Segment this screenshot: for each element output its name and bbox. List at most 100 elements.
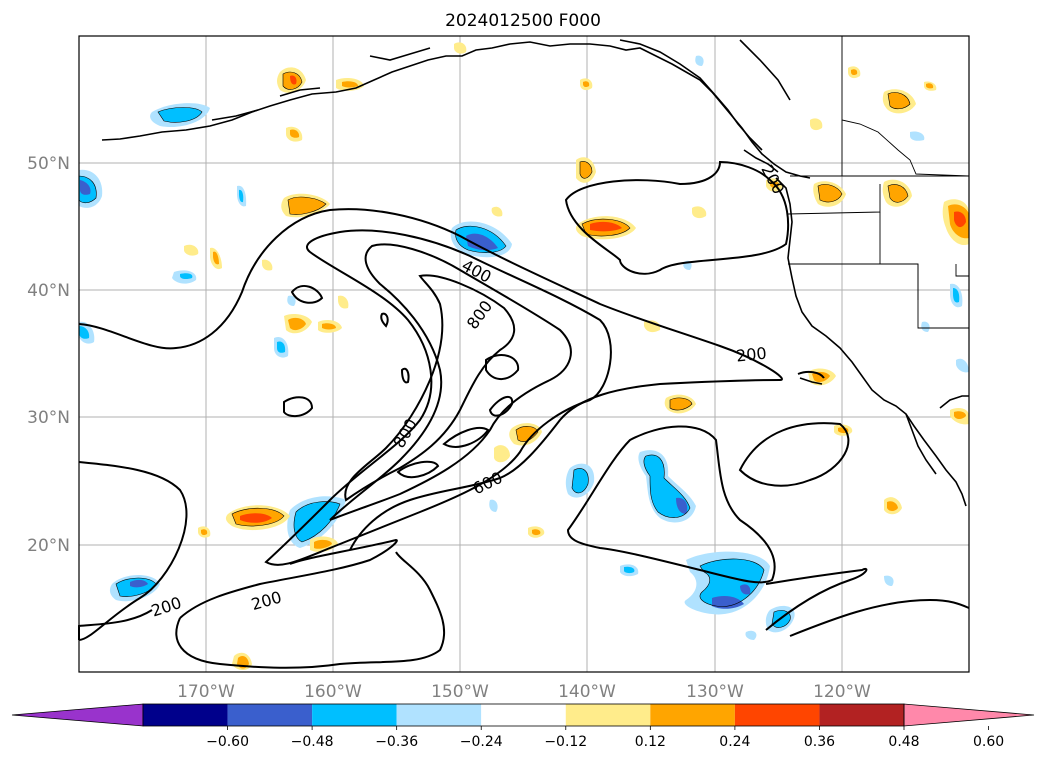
- colorbar-segment: [481, 704, 566, 726]
- map-panel: 200 200 200 200 400 600 800 800: [78, 35, 970, 673]
- neg-anomaly-blob: [80, 180, 91, 195]
- colorbar-tick-label: 0.24: [719, 734, 750, 750]
- neg-anomaly-blob: [910, 131, 925, 141]
- colorbar-tick-label: 0.36: [804, 734, 835, 750]
- pos-anomaly-blob: [288, 197, 326, 215]
- colorbar-tick-label: −0.36: [375, 734, 418, 750]
- neg-anomaly-blob: [277, 341, 286, 353]
- neg-anomaly-blob: [572, 468, 589, 493]
- neg-anomaly-blob: [699, 558, 764, 607]
- colorbar-segment: [819, 704, 904, 726]
- pos-anomaly-blob: [314, 539, 332, 549]
- colorbar-tick-label: −0.48: [291, 734, 334, 750]
- colorbar-tick-label: −0.60: [206, 734, 249, 750]
- colorbar-tick-label: −0.12: [544, 734, 587, 750]
- shaded-anomalies: [79, 42, 969, 670]
- pos-anomaly-blob: [888, 184, 908, 203]
- colorbar-segment: [396, 704, 482, 726]
- pos-anomaly-blob: [580, 161, 592, 179]
- pos-anomaly-blob: [954, 211, 966, 228]
- anomaly-outlines: [78, 71, 911, 628]
- borders: [787, 36, 970, 329]
- neg-anomaly-blob: [695, 55, 704, 66]
- lon-label-130w: 130°W: [686, 682, 744, 702]
- pos-anomaly-blob: [692, 206, 707, 219]
- pos-anomaly-blob: [201, 529, 208, 536]
- lon-label-160w: 160°W: [304, 682, 362, 702]
- colorbar-segment: [650, 704, 735, 726]
- pos-anomaly-blob: [926, 83, 934, 89]
- pos-anomaly-blob: [516, 426, 538, 442]
- neg-anomaly-blob: [130, 579, 148, 588]
- neg-anomaly-blob: [466, 233, 498, 251]
- pos-anomaly-blob: [491, 206, 503, 217]
- pos-anomaly-blob: [240, 513, 272, 523]
- lat-label-30n: 30°N: [27, 408, 70, 428]
- pos-anomaly-blob: [644, 320, 661, 333]
- pos-anomaly-blob: [290, 129, 300, 138]
- pos-anomaly-blob: [322, 323, 336, 330]
- lat-label-20n: 20°N: [27, 536, 70, 556]
- pos-anomaly-blob: [454, 42, 467, 54]
- colorbar-segment: [312, 704, 397, 726]
- colorbar-extend-max: [903, 703, 1035, 727]
- lon-label-120w: 120°W: [813, 682, 871, 702]
- pos-anomaly-blob: [338, 295, 349, 309]
- neg-anomaly-blob: [740, 584, 751, 595]
- pos-anomaly-blob: [888, 92, 910, 109]
- neg-anomaly-blob: [180, 273, 193, 280]
- pos-anomaly-blob: [583, 81, 590, 88]
- colorbar-segment: [227, 704, 313, 726]
- neg-anomaly-blob: [239, 189, 244, 203]
- pos-anomaly-blob: [290, 75, 297, 85]
- colorbar-segment: [565, 704, 651, 726]
- pos-anomaly-blob: [494, 445, 510, 463]
- colorbar-tick-label: 0.60: [973, 734, 1004, 750]
- neg-anomaly-blob: [884, 575, 894, 586]
- neg-anomaly-blob: [158, 107, 202, 123]
- pos-anomaly-blob: [670, 397, 692, 411]
- contours: [78, 160, 970, 669]
- pos-anomaly-blob: [954, 411, 966, 419]
- pos-anomaly-blob: [812, 371, 830, 383]
- pos-anomaly-blob: [213, 251, 219, 265]
- neg-anomaly-blob: [921, 321, 930, 332]
- lon-labels: 170°W 160°W 150°W 140°W 130°W 120°W: [177, 682, 871, 702]
- colorbar-tick-label: 0.48: [888, 734, 919, 750]
- neg-anomaly-blob: [956, 358, 969, 373]
- colorbar-segment: [143, 704, 228, 726]
- pos-anomaly-blob: [262, 259, 273, 271]
- colorbar-tick-label: −0.24: [460, 734, 503, 750]
- neg-anomaly-blob: [489, 499, 498, 512]
- pos-anomaly-blob: [288, 317, 306, 331]
- neg-anomaly-blob: [712, 596, 744, 609]
- lon-label-150w: 150°W: [431, 682, 489, 702]
- colorbar-outline: [142, 703, 905, 727]
- neg-anomaly-blob: [294, 501, 340, 542]
- contour-label: 200: [735, 343, 767, 365]
- pos-anomaly-blob: [818, 184, 842, 202]
- neg-anomaly-blob: [953, 288, 960, 303]
- lat-label-40n: 40°N: [27, 281, 70, 301]
- pos-anomaly-blob: [810, 118, 823, 131]
- pos-anomaly-blob: [887, 501, 898, 511]
- colorbar-segment: [734, 704, 820, 726]
- pos-anomaly-blob: [184, 244, 199, 256]
- lon-label-140w: 140°W: [558, 682, 616, 702]
- lon-label-170w: 170°W: [177, 682, 235, 702]
- pos-anomaly-blob: [851, 69, 858, 76]
- neg-anomaly-blob: [624, 566, 635, 574]
- coastlines: [101, 39, 969, 507]
- pos-anomaly-blob: [532, 529, 541, 536]
- pos-anomaly-blob: [590, 221, 622, 232]
- lat-label-50n: 50°N: [27, 154, 70, 174]
- chart-title: 2024012500 F000: [445, 11, 601, 31]
- neg-anomaly-blob: [676, 497, 688, 514]
- colorbar-tick-label: 0.12: [635, 734, 666, 750]
- colorbar: −0.60 −0.48 −0.36 −0.24 −0.12 0.12 0.24 0.36 0.4…: [11, 703, 1035, 750]
- lat-labels: 50°N 40°N 30°N 20°N: [27, 154, 70, 556]
- colorbar-extend-min: [11, 703, 144, 727]
- neg-anomaly-blob: [79, 326, 90, 339]
- neg-anomaly-blob: [287, 295, 296, 306]
